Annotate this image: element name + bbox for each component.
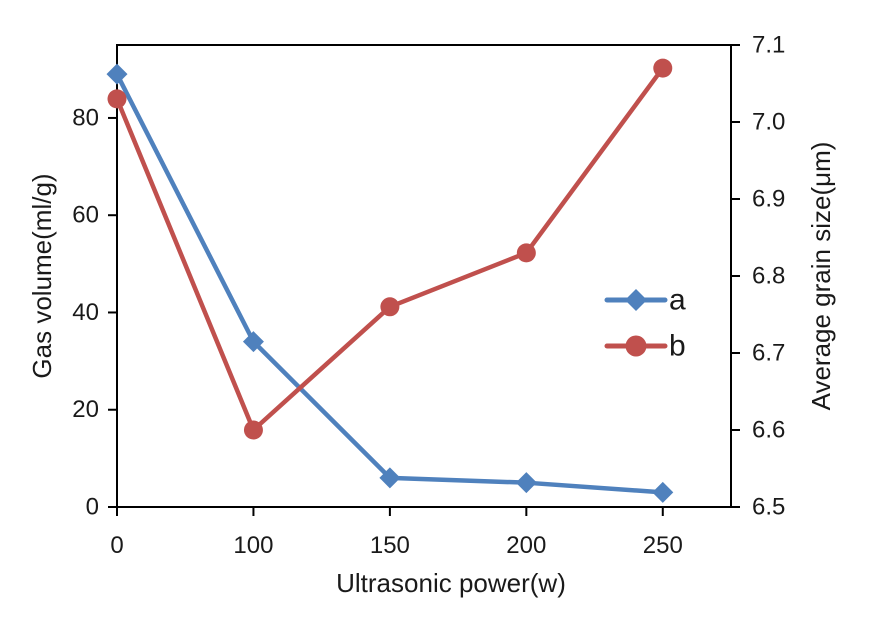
legend-marker xyxy=(625,289,647,311)
right-axis-tick-label: 6.5 xyxy=(752,494,785,521)
left-axis-tick-label: 0 xyxy=(86,494,99,521)
x-axis-tick-label: 250 xyxy=(643,532,683,559)
legend-label: a xyxy=(669,284,686,317)
series-a xyxy=(106,63,674,503)
left-axis-tick-label: 80 xyxy=(72,104,99,131)
series-b-marker xyxy=(516,243,536,263)
legend-item-b xyxy=(604,335,668,357)
left-axis-title: Gas volume(ml/g) xyxy=(27,173,57,378)
series-a-marker xyxy=(242,331,264,353)
series-a-line xyxy=(114,71,666,495)
right-axis-title: Average grain size(μm) xyxy=(806,142,836,411)
x-axis-tick-label: 100 xyxy=(233,532,273,559)
legend-marker xyxy=(625,335,647,357)
series-a-marker xyxy=(106,63,128,85)
left-axis-tick-label: 40 xyxy=(72,299,99,326)
legend-item-a xyxy=(604,289,668,311)
right-axis-tick-label: 6.6 xyxy=(752,417,785,444)
left-axis-tick-label: 20 xyxy=(72,396,99,423)
series-b-marker xyxy=(107,89,127,109)
right-axis-tick-label: 7.1 xyxy=(752,32,785,59)
x-axis-tick-label: 150 xyxy=(370,532,410,559)
right-axis-tick-label: 6.7 xyxy=(752,340,785,367)
x-axis-tick-label: 0 xyxy=(110,532,123,559)
right-axis-tick-label: 7.0 xyxy=(752,109,785,136)
right-axis-tick-label: 6.8 xyxy=(752,263,785,290)
x-axis-title: Ultrasonic power(w) xyxy=(336,568,566,598)
series-a-marker xyxy=(652,481,674,503)
series-b-marker xyxy=(653,58,673,78)
series-b xyxy=(107,58,673,440)
plot-border xyxy=(116,44,732,508)
series-b-line xyxy=(114,65,666,433)
right-axis-tick-label: 6.9 xyxy=(752,186,785,213)
series-b-marker xyxy=(243,420,263,440)
x-axis-tick-label: 200 xyxy=(506,532,546,559)
left-axis-tick-label: 60 xyxy=(72,202,99,229)
series-b-marker xyxy=(380,297,400,317)
legend-label: b xyxy=(669,330,686,363)
series-a-marker xyxy=(379,467,401,489)
series-a-marker xyxy=(515,472,537,494)
